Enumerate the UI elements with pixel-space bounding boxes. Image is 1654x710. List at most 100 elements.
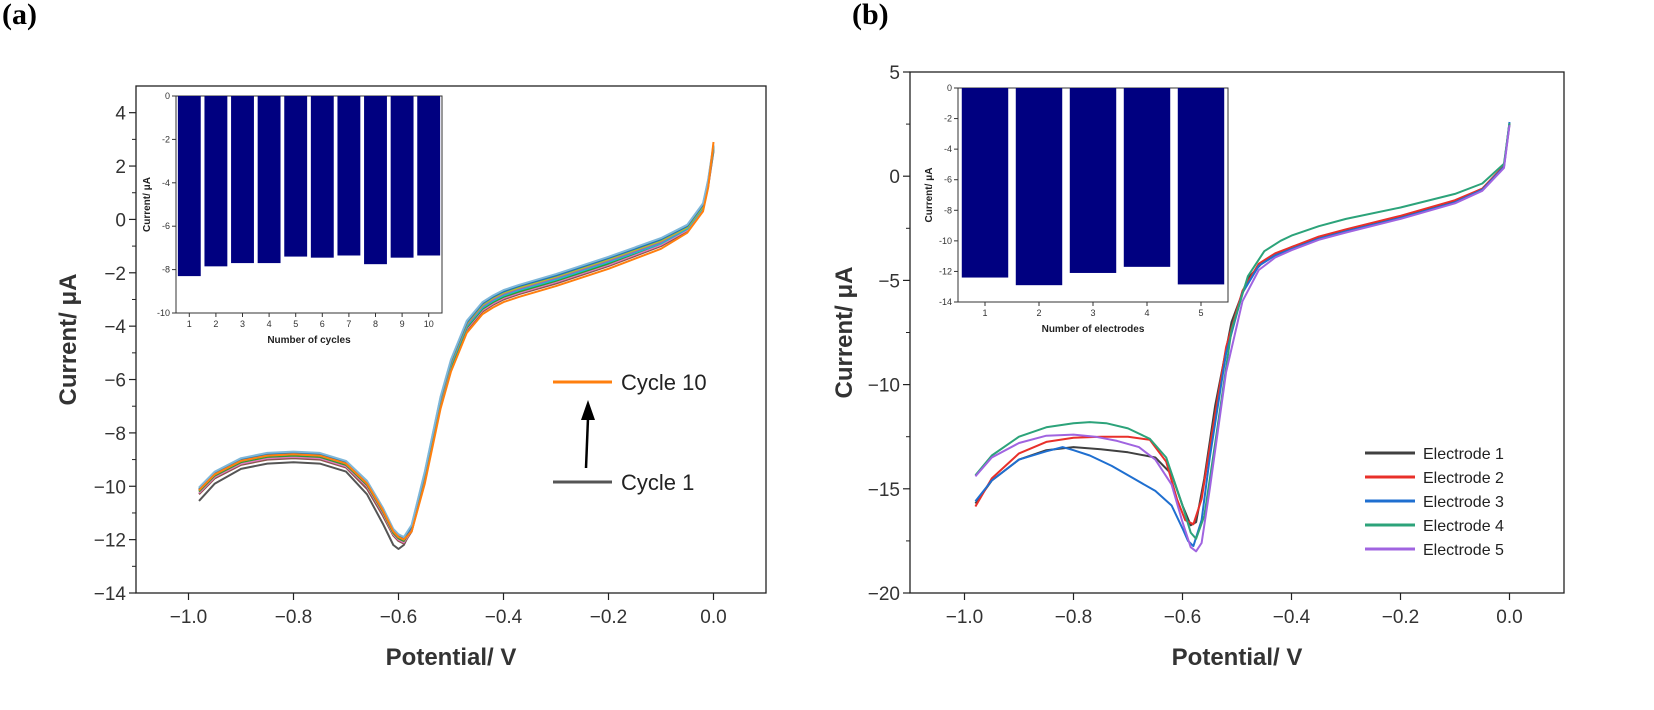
inset-y-tick-label: 0 [947,83,952,93]
x-tick-label: 0.0 [1496,607,1522,628]
bar-8 [364,96,387,265]
x-tick-label: −0.6 [1164,607,1202,628]
x-tick-label: −1.0 [170,607,208,628]
inset-y-tick-label: -2 [162,134,170,144]
x-tick-label: 0.0 [700,607,726,628]
bar-2 [204,96,228,267]
inset-y-tick-label: -10 [157,308,170,318]
bar-10 [417,96,441,256]
series-line-electrode-4 [974,122,1511,540]
y-axis-title: Current/ μA [831,266,858,398]
series-line-cycle-9 [198,144,715,538]
legend-label-electrode-3: Electrode 3 [1423,494,1504,511]
inset-x-tick-label: 2 [213,319,218,329]
inset-x-tick-label: 5 [1198,308,1203,318]
inset-y-tick-label: -4 [944,144,952,154]
y-tick-label: 0 [115,210,126,231]
inset-y-tick-label: -8 [944,205,952,215]
y-tick-label: 0 [889,167,900,188]
inset-x-tick-label: 4 [267,319,272,329]
y-tick-label: 5 [889,63,900,84]
inset-y-axis-title: Current/ μA [924,167,935,222]
inset-x-axis-title: Number of cycles [267,335,351,346]
inset-y-tick-label: -6 [944,175,952,185]
inset-x-tick-label: 2 [1036,308,1041,318]
arrow-shaft [584,417,590,469]
panel-a-label: (a) [2,0,37,31]
inset-x-tick-label: 9 [400,319,405,329]
inset-y-tick-label: -10 [939,236,952,246]
x-tick-label: −1.0 [946,607,984,628]
y-tick-label: 2 [115,157,126,178]
y-tick-label: −6 [104,371,126,392]
y-tick-label: −10 [94,477,126,498]
y-tick-label: −12 [94,531,126,552]
panel-a-inset-bar-chart: 1 2 3 4 5 6 7 8 9 10 0 -2 -4 -6 -8 -10 Number of cycles C… [142,91,443,346]
plot-frame [135,85,767,594]
inset-x-tick-label: 5 [293,319,298,329]
inset-y-tick-label: -8 [162,265,170,275]
inset-x-tick-label: 4 [1144,308,1149,318]
bar-1 [961,88,1009,278]
bar-6 [310,96,334,258]
inset-x-tick-label: 7 [346,319,351,329]
inset-x-tick-label: 3 [1090,308,1095,318]
x-tick-label: −0.2 [1382,607,1420,628]
panel-b-label: (b) [852,0,889,31]
y-tick-label: −14 [94,584,127,605]
y-axis-title: Current/ μA [55,273,82,405]
x-axis-title: Potential/ V [386,644,517,671]
bar-3 [1069,88,1117,273]
series-line-cycle-10 [198,141,715,541]
inset-y-tick-label: -2 [944,114,952,124]
series-line-electrode-5 [974,124,1511,553]
y-tick-label: −5 [878,271,900,292]
y-tick-label: −8 [104,424,126,445]
y-tick-label: −15 [868,480,900,501]
bar-5 [284,96,308,257]
x-axis-title: Potential/ V [1172,644,1303,671]
inset-y-axis-title: Current/ μA [142,177,153,232]
x-tick-label: −0.6 [380,607,418,628]
bar-3 [231,96,254,264]
y-tick-label: −10 [868,376,900,397]
legend-label-cycle-1: Cycle 1 [621,470,694,495]
inset-x-axis-title: Number of electrodes [1042,324,1145,335]
y-tick-label: −4 [104,317,126,338]
inset-x-tick-label: 1 [982,308,987,318]
inset-y-tick-label: -4 [162,178,170,188]
panel-a-voltammogram: −1.0 −0.8 −0.6 −0.4 −0.2 0.0 −14 −12 −10 −8 −6 −4 −2… [55,85,767,671]
bar-4 [1123,88,1171,267]
x-tick-label: −0.4 [1273,607,1311,628]
bar-7 [337,96,361,256]
inset-x-tick-label: 8 [373,319,378,329]
bar-1 [177,96,201,277]
x-tick-label: −0.4 [485,607,523,628]
panel-b-inset-bar-chart: 1 2 3 4 5 0 -2 -4 -6 -8 -10 -12 -14 Number of electro… [924,83,1229,335]
panel-b-voltammogram: −1.0 −0.8 −0.6 −0.4 −0.2 0.0 −20 −15 −10 −5 0 5 Pote… [831,63,1565,671]
y-tick-label: −20 [868,584,900,605]
x-tick-label: −0.8 [275,607,313,628]
inset-x-tick-label: 6 [320,319,325,329]
y-tick-label: 4 [115,104,126,125]
x-tick-label: −0.8 [1055,607,1093,628]
legend-label-electrode-2: Electrode 2 [1423,470,1504,487]
inset-x-tick-label: 3 [240,319,245,329]
inset-x-tick-label: 10 [424,319,434,329]
inset-x-tick-label: 1 [187,319,192,329]
bar-5 [1177,88,1225,285]
legend-label-electrode-5: Electrode 5 [1423,542,1504,559]
inset-y-tick-label: -14 [939,297,952,307]
inset-y-tick-label: -12 [939,266,952,276]
bar-2 [1015,88,1063,286]
inset-y-tick-label: -6 [162,221,170,231]
inset-y-tick-label: 0 [165,91,170,101]
legend-label-electrode-1: Electrode 1 [1423,446,1504,463]
legend-label-electrode-4: Electrode 4 [1423,518,1504,535]
y-tick-label: −2 [104,264,126,285]
bar-4 [257,96,281,264]
arrow-head [581,400,595,420]
series-line-electrode-2 [974,122,1511,526]
x-tick-label: −0.2 [590,607,628,628]
